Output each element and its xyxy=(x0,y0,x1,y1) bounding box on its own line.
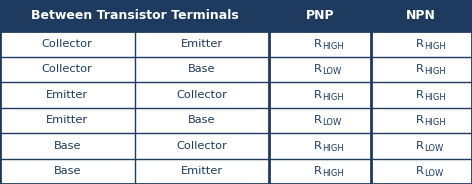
Text: Base: Base xyxy=(188,64,216,74)
Text: HIGH: HIGH xyxy=(322,169,344,178)
Bar xyxy=(0,82,472,107)
Text: HIGH: HIGH xyxy=(424,67,446,76)
Text: Emitter: Emitter xyxy=(181,166,223,176)
Text: HIGH: HIGH xyxy=(322,144,344,153)
Bar xyxy=(0,133,472,158)
Bar xyxy=(0,107,472,133)
Text: R: R xyxy=(314,90,322,100)
Text: R: R xyxy=(314,115,322,125)
Text: Base: Base xyxy=(53,141,81,151)
Text: Between Transistor Terminals: Between Transistor Terminals xyxy=(31,9,238,22)
Text: HIGH: HIGH xyxy=(322,93,344,102)
Text: PNP: PNP xyxy=(305,9,334,22)
Text: LOW: LOW xyxy=(322,67,342,76)
Text: R: R xyxy=(314,39,322,49)
Text: Base: Base xyxy=(188,115,216,125)
Text: Emitter: Emitter xyxy=(46,90,88,100)
Bar xyxy=(0,158,472,184)
Text: HIGH: HIGH xyxy=(322,42,344,51)
Text: R: R xyxy=(314,64,322,74)
Text: Emitter: Emitter xyxy=(46,115,88,125)
Text: R: R xyxy=(415,39,423,49)
Text: R: R xyxy=(415,64,423,74)
Text: Emitter: Emitter xyxy=(181,39,223,49)
Bar xyxy=(0,56,472,82)
Text: LOW: LOW xyxy=(424,144,443,153)
Text: Base: Base xyxy=(53,166,81,176)
Text: R: R xyxy=(314,141,322,151)
Text: Collector: Collector xyxy=(177,141,227,151)
Text: R: R xyxy=(415,115,423,125)
Text: Collector: Collector xyxy=(42,39,93,49)
Text: R: R xyxy=(415,166,423,176)
Text: HIGH: HIGH xyxy=(424,42,446,51)
Bar xyxy=(0,0,472,31)
Text: LOW: LOW xyxy=(424,169,443,178)
Text: R: R xyxy=(415,141,423,151)
Text: R: R xyxy=(314,166,322,176)
Text: LOW: LOW xyxy=(322,118,342,127)
Text: HIGH: HIGH xyxy=(424,118,446,127)
Text: Collector: Collector xyxy=(177,90,227,100)
Text: Collector: Collector xyxy=(42,64,93,74)
Bar xyxy=(0,31,472,56)
Text: HIGH: HIGH xyxy=(424,93,446,102)
Text: NPN: NPN xyxy=(406,9,436,22)
Text: R: R xyxy=(415,90,423,100)
